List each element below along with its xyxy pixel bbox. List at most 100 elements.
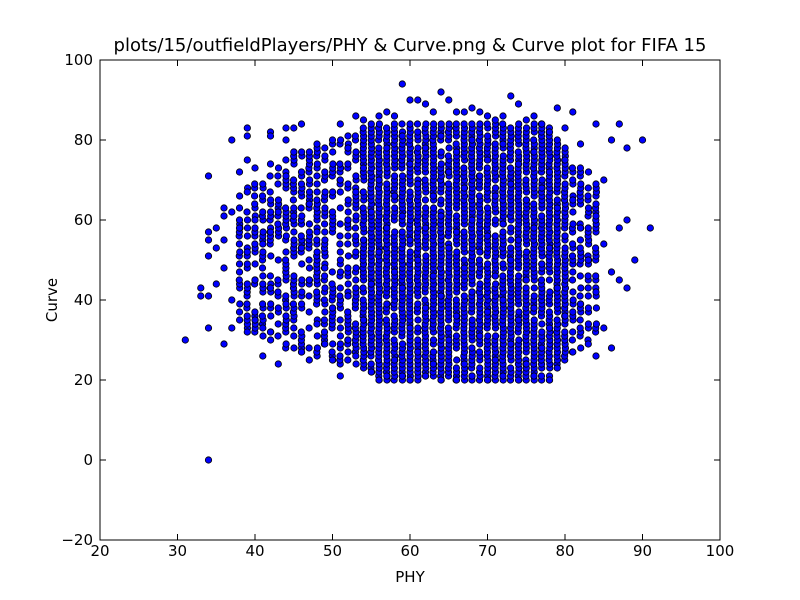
cloud-point [569,288,577,296]
cloud-point [313,332,321,340]
cloud-point [414,144,422,152]
cloud-point [281,256,290,264]
cloud-point [514,148,522,156]
cloud-point [305,308,313,316]
data-point [483,232,492,240]
cloud-point [259,208,267,216]
cloud-point [460,256,468,264]
cloud-point [444,152,452,160]
data-point [243,248,251,256]
data-point [220,340,228,348]
cloud-point [538,328,546,336]
data-point [297,180,306,188]
cloud-point [584,204,593,212]
cloud-point [328,348,336,356]
cloud-point [344,264,352,272]
data-point [290,124,298,132]
data-point [204,456,213,464]
cloud-point [328,280,336,288]
cloud-point [476,280,484,288]
cloud-point [298,260,306,268]
cloud-point [274,220,282,228]
cloud-point [329,340,337,348]
data-point [545,376,554,384]
data-point [421,372,430,380]
cloud-point [344,180,352,188]
data-point [406,96,414,104]
cloud-point [375,144,383,152]
cloud-point [414,128,422,136]
data-point [259,240,267,248]
cloud-point [367,360,375,368]
y-axis-label: Curve [43,278,61,322]
cloud-point [568,164,577,172]
data-point [561,232,569,240]
data-point [421,144,430,152]
cloud-point [282,156,290,164]
data-point [483,308,492,316]
cloud-point [251,200,259,208]
cloud-point [584,192,592,200]
cloud-point [437,160,445,168]
cloud-point [258,312,266,320]
data-point [623,284,631,292]
cloud-point [305,148,313,156]
cloud-point [266,272,274,280]
cloud-point [289,300,297,308]
data-point [305,276,313,284]
data-point [290,148,298,156]
cloud-point [569,308,577,316]
data-point [545,324,554,332]
data-point [204,292,213,300]
cloud-point [281,204,290,212]
data-point [553,104,561,112]
data-point [607,136,616,144]
cloud-point [584,168,593,176]
data-point [445,336,453,344]
data-point [398,284,406,292]
cloud-point [398,340,407,348]
cloud-point [267,300,275,308]
cloud-point [305,228,313,236]
y-tick-label: 0 [83,451,93,469]
cloud-point [336,284,344,292]
data-point [569,348,577,356]
cloud-point [561,180,569,188]
cloud-point [561,144,569,152]
data-point [623,144,631,152]
cloud-point [259,272,267,280]
cloud-point [568,240,577,248]
data-point [499,140,507,148]
cloud-point [429,204,438,212]
data-point [460,264,468,272]
cloud-point [499,120,507,128]
cloud-point [506,164,515,172]
cloud-point [437,148,445,156]
data-point [522,276,530,284]
x-tick-label: 70 [478,542,497,560]
data-point [522,360,530,368]
data-point [359,316,368,324]
data-point [297,348,306,356]
cloud-point [266,336,275,344]
data-point [414,348,422,356]
data-point [421,100,430,108]
data-point [452,376,461,384]
cloud-point [336,340,344,348]
x-tick-label: 60 [400,542,419,560]
cloud-point [336,136,345,144]
cloud-point [507,224,515,232]
cloud-point [344,280,352,288]
data-point [344,216,352,224]
data-point [297,120,306,128]
cloud-point [297,300,306,308]
cloud-point [569,208,577,216]
cloud-point [251,180,259,188]
data-point [507,92,515,100]
data-point [445,244,453,252]
data-point [553,284,561,292]
cloud-point [290,236,298,244]
cloud-point [344,208,352,216]
cloud-point [383,180,391,188]
